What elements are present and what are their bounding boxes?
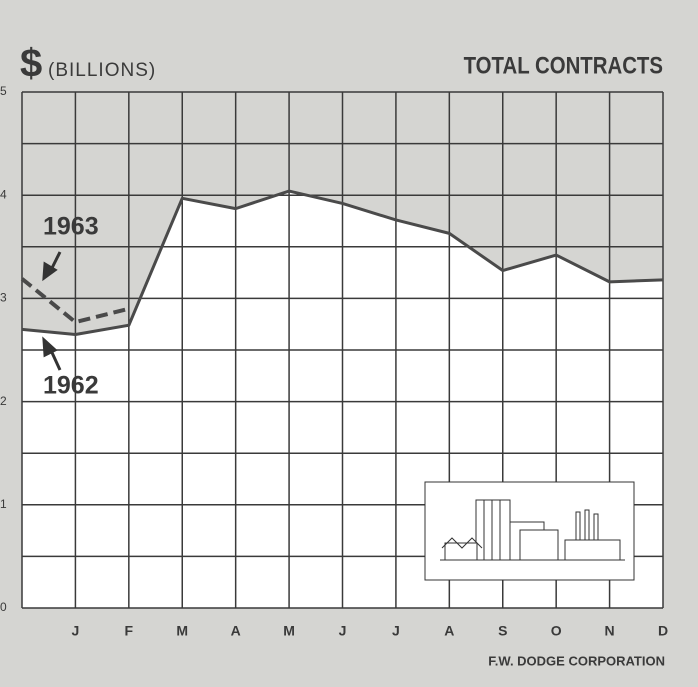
x-tick-label: M [176, 623, 188, 639]
x-tick-label: J [392, 623, 400, 639]
x-tick-label: N [605, 623, 615, 639]
y-tick-label: 2 [0, 394, 7, 408]
y-tick-label: 1 [0, 497, 7, 511]
x-tick-label: J [72, 623, 80, 639]
chart-title: TOTAL CONTRACTS [464, 52, 663, 79]
chart: 0 1 2 3 4 5 J F M A M J J A S O N D $ (BILLIONS) TOTAL CO… [0, 0, 698, 687]
x-tick-label: S [498, 623, 507, 639]
x-tick-label: J [339, 623, 347, 639]
x-tick-label: O [551, 623, 562, 639]
y-tick-label: 4 [0, 187, 7, 201]
x-tick-label: F [125, 623, 134, 639]
y-tick-label: 0 [0, 600, 7, 614]
y-label-symbol: $ [20, 42, 42, 86]
y-tick-label: 3 [0, 291, 7, 305]
source: F.W. DODGE CORPORATION [488, 653, 665, 668]
series-label: 1962 [43, 372, 99, 400]
y-label: (BILLIONS) [48, 60, 156, 81]
x-tick-label: D [658, 623, 668, 639]
inset-illustration [425, 482, 634, 580]
y-tick-label: 5 [0, 84, 7, 98]
x-tick-label: A [444, 623, 454, 639]
x-tick-label: A [231, 623, 241, 639]
series-label: 1963 [43, 213, 99, 241]
x-tick-label: M [283, 623, 295, 639]
